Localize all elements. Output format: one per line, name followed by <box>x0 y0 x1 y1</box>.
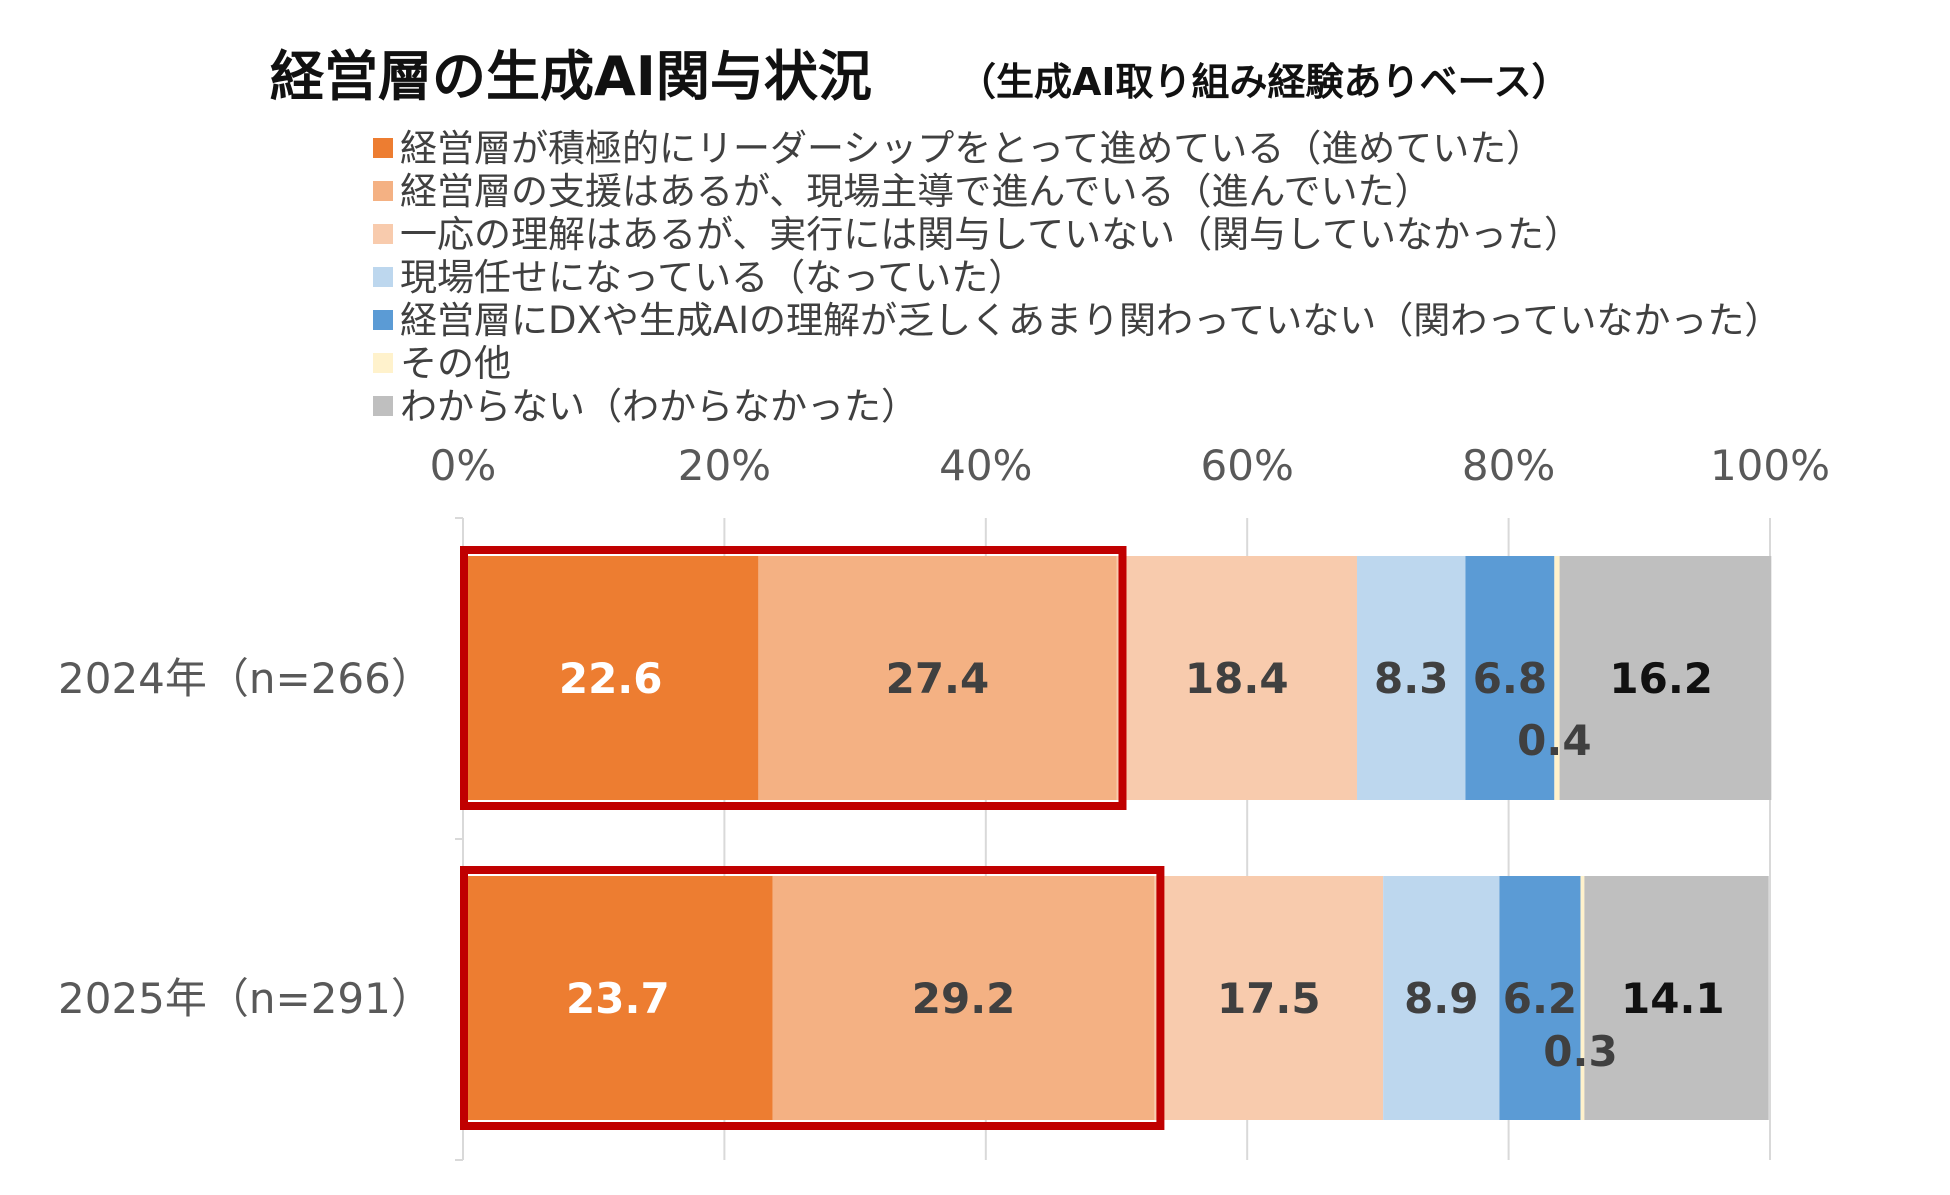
bar-0-2 <box>1116 556 1357 800</box>
data-labels: 22.6 27.4 18.4 8.3 6.8 0.4 16.2 23.7 29.2 17.5 8.9… <box>559 654 1725 1076</box>
bar-0-4 <box>1465 556 1555 800</box>
data-label-1-3: 8.9 <box>1404 974 1478 1023</box>
legend-swatch-5 <box>373 310 393 330</box>
bar-1-1 <box>772 876 1155 1120</box>
x-tick-label-0: 0% <box>430 441 497 490</box>
legend-swatch-4 <box>373 267 393 287</box>
category-label-1: 2025年（n=291） <box>58 974 433 1023</box>
legend-label-4: 現場任せになっている（なっていた） <box>400 256 1025 299</box>
x-tick-label-2: 40% <box>939 441 1032 490</box>
data-label-0-0: 22.6 <box>559 654 663 703</box>
data-label-1-6: 14.1 <box>1621 974 1725 1023</box>
bar-0-3 <box>1356 556 1466 800</box>
chart-subtitle: （生成AI取り組み経験ありベース） <box>958 60 1570 104</box>
x-tick-label-4: 80% <box>1462 441 1555 490</box>
data-label-0-5: 0.4 <box>1517 716 1591 765</box>
data-label-1-0: 23.7 <box>566 974 670 1023</box>
bar-0-0 <box>463 556 759 800</box>
data-label-1-2: 17.5 <box>1217 974 1321 1023</box>
chart-title: 経営層の生成AI関与状況 <box>270 45 872 108</box>
legend-label-7: わからない（わからなかった） <box>400 385 918 428</box>
legend-swatch-7 <box>373 396 393 416</box>
legend-swatch-3 <box>373 224 393 244</box>
category-label-0: 2024年（n=266） <box>58 654 433 703</box>
data-label-0-6: 16.2 <box>1609 654 1713 703</box>
bar-1-0 <box>463 876 773 1120</box>
bar-0-5 <box>1554 556 1560 800</box>
legend: 経営層が積極的にリーダーシップをとって進めている（進めていた）経営層の支援はある… <box>373 127 1781 428</box>
legend-label-1: 経営層が積極的にリーダーシップをとって進めている（進めていた） <box>400 127 1543 170</box>
data-label-0-3: 8.3 <box>1374 654 1448 703</box>
data-label-1-4: 6.2 <box>1503 974 1577 1023</box>
x-tick-label-3: 60% <box>1201 441 1294 490</box>
bar-0-1 <box>758 556 1117 800</box>
data-label-0-4: 6.8 <box>1473 654 1547 703</box>
data-label-0-1: 27.4 <box>886 654 990 703</box>
legend-swatch-1 <box>373 138 393 158</box>
legend-swatch-2 <box>373 181 393 201</box>
legend-label-2: 経営層の支援はあるが、現場主導で進んでいる（進んでいた） <box>400 170 1432 213</box>
bar-1-6 <box>1584 876 1769 1120</box>
x-tick-label-5: 100% <box>1710 441 1830 490</box>
highlight-boxes <box>460 546 1165 1130</box>
highlight-box-0 <box>460 546 1127 810</box>
highlight-box-1 <box>460 866 1165 1130</box>
legend-label-6: その他 <box>400 342 511 385</box>
legend-swatch-6 <box>373 353 393 373</box>
data-label-1-1: 29.2 <box>912 974 1016 1023</box>
bar-1-4 <box>1499 876 1581 1120</box>
bars <box>463 556 1772 1120</box>
bar-1-3 <box>1383 876 1500 1120</box>
x-tick-label-1: 20% <box>678 441 771 490</box>
bar-1-2 <box>1154 876 1384 1120</box>
x-axis-ticks: 0% 20% 40% 60% 80% 100% <box>430 441 1830 490</box>
data-label-0-2: 18.4 <box>1185 654 1289 703</box>
category-labels: 2024年（n=266） 2025年（n=291） <box>58 654 433 1023</box>
bar-0-6 <box>1559 556 1772 800</box>
data-label-1-5: 0.3 <box>1543 1027 1617 1076</box>
legend-label-5: 経営層にDXや生成AIの理解が乏しくあまり関わっていない（関わっていなかった） <box>400 299 1781 342</box>
bar-1-5 <box>1580 876 1585 1120</box>
legend-label-3: 一応の理解はあるが、実行には関与していない（関与していなかった） <box>400 213 1581 256</box>
